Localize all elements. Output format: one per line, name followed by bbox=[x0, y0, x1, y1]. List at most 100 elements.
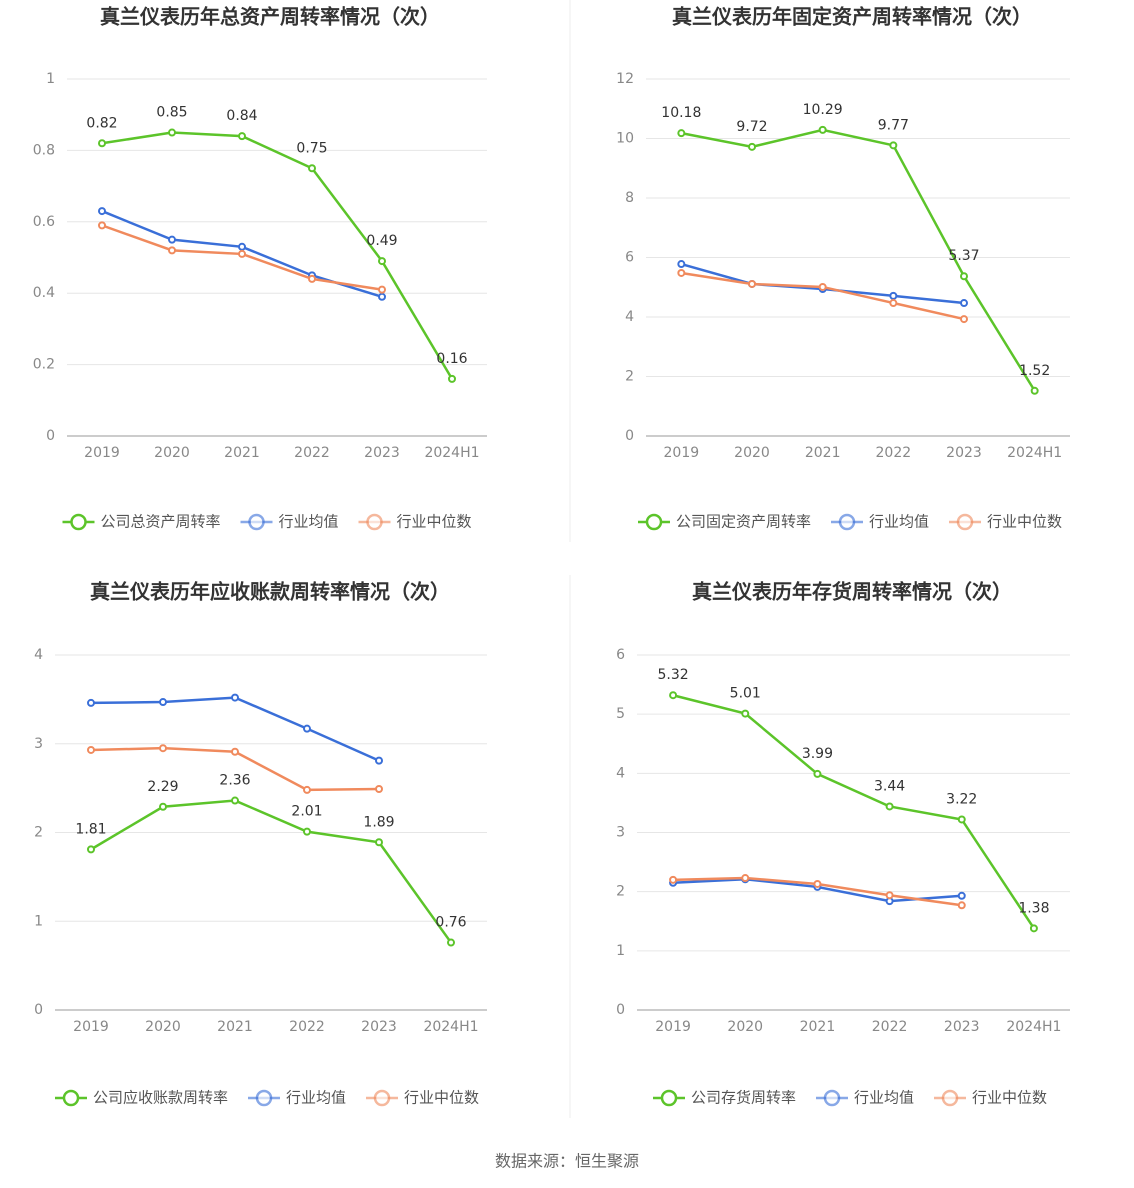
point bbox=[957, 891, 966, 900]
data-label: 9.77 bbox=[878, 117, 909, 133]
data-label: 0.76 bbox=[435, 915, 466, 931]
x-tick-label: 2022 bbox=[876, 445, 912, 461]
point bbox=[87, 698, 95, 707]
point bbox=[168, 246, 176, 255]
point bbox=[748, 142, 756, 151]
point bbox=[818, 125, 827, 134]
point bbox=[447, 938, 455, 947]
point bbox=[669, 691, 678, 700]
data-label: 10.29 bbox=[803, 102, 843, 118]
point bbox=[378, 257, 386, 266]
legend-marker bbox=[941, 1089, 959, 1107]
point bbox=[231, 747, 239, 756]
legend-marker bbox=[62, 1089, 80, 1107]
point bbox=[308, 164, 316, 173]
y-tick-label: 10 bbox=[616, 131, 634, 147]
y-tick-label: 6 bbox=[616, 647, 625, 663]
x-tick-label: 2024H1 bbox=[1007, 445, 1062, 461]
x-tick-label: 2019 bbox=[73, 1019, 109, 1035]
y-tick-label: 1 bbox=[616, 943, 625, 959]
x-tick-label: 2019 bbox=[655, 1019, 691, 1035]
data-label: 2.01 bbox=[291, 804, 322, 820]
chart-title: 真兰仪表历年应收账款周转率情况（次） bbox=[90, 580, 450, 604]
point bbox=[308, 274, 316, 283]
x-tick-label: 2020 bbox=[154, 445, 190, 461]
point bbox=[231, 693, 239, 702]
point bbox=[885, 891, 894, 900]
point bbox=[87, 845, 95, 854]
x-tick-label: 2021 bbox=[805, 445, 841, 461]
point bbox=[159, 802, 167, 811]
chart-title: 真兰仪表历年存货周转率情况（次） bbox=[692, 580, 1012, 604]
legend-label: 行业中位数 bbox=[404, 1089, 479, 1107]
legend: 公司存货周转率 行业均值 行业中位数 bbox=[653, 1089, 1047, 1107]
point bbox=[889, 141, 898, 150]
legend-label: 行业均值 bbox=[854, 1089, 914, 1107]
x-tick-label: 2020 bbox=[145, 1019, 181, 1035]
y-tick-label: 1 bbox=[34, 913, 43, 929]
chart-title: 真兰仪表历年固定资产周转率情况（次） bbox=[672, 5, 1032, 29]
data-label: 1.89 bbox=[363, 814, 394, 830]
point bbox=[159, 744, 167, 753]
x-tick-label: 2023 bbox=[364, 445, 400, 461]
x-tick-label: 2021 bbox=[224, 445, 260, 461]
data-label: 0.84 bbox=[226, 108, 257, 124]
source: 数据来源：恒生聚源 bbox=[495, 1152, 639, 1171]
legend-label: 公司应收账款周转率 bbox=[93, 1089, 228, 1107]
point bbox=[677, 129, 686, 138]
x-tick-label: 2021 bbox=[217, 1019, 253, 1035]
point bbox=[818, 282, 827, 291]
legend-label: 行业中位数 bbox=[972, 1089, 1047, 1107]
data-label: 5.32 bbox=[657, 667, 688, 683]
point bbox=[885, 802, 894, 811]
legend-marker bbox=[255, 1089, 273, 1107]
point bbox=[813, 769, 822, 778]
legend-label: 行业均值 bbox=[286, 1089, 346, 1107]
point bbox=[159, 698, 167, 707]
legend-marker bbox=[823, 1089, 841, 1107]
y-tick-label: 4 bbox=[625, 309, 634, 325]
point bbox=[741, 709, 750, 718]
x-tick-label: 2021 bbox=[800, 1019, 836, 1035]
y-tick-label: 2 bbox=[625, 369, 634, 385]
series-line bbox=[101, 131, 454, 380]
point bbox=[378, 285, 386, 294]
point bbox=[98, 207, 106, 216]
data-label: 3.44 bbox=[874, 778, 905, 794]
data-label: 2.29 bbox=[147, 779, 178, 795]
legend-label: 行业均值 bbox=[279, 513, 339, 531]
legend-label: 行业均值 bbox=[869, 513, 929, 531]
point bbox=[448, 374, 456, 383]
y-tick-label: 6 bbox=[625, 250, 634, 266]
data-label: 1.81 bbox=[75, 821, 106, 837]
series-line bbox=[672, 694, 1035, 930]
point bbox=[98, 221, 106, 230]
x-tick-label: 2019 bbox=[664, 445, 700, 461]
x-tick-label: 2022 bbox=[289, 1019, 325, 1035]
x-tick-label: 2020 bbox=[727, 1019, 763, 1035]
y-tick-label: 0.6 bbox=[33, 214, 55, 230]
legend-marker bbox=[838, 513, 856, 531]
point bbox=[303, 785, 311, 794]
point bbox=[669, 875, 678, 884]
point bbox=[375, 756, 383, 765]
legend-marker bbox=[645, 513, 663, 531]
legend-label: 公司固定资产周转率 bbox=[676, 513, 811, 531]
point bbox=[677, 268, 686, 277]
x-tick-label: 2020 bbox=[734, 445, 770, 461]
point bbox=[813, 879, 822, 888]
y-tick-label: 5 bbox=[616, 706, 625, 722]
y-tick-label: 8 bbox=[625, 190, 634, 206]
point bbox=[231, 796, 239, 805]
series-line bbox=[90, 799, 453, 944]
point bbox=[238, 132, 246, 141]
legend-marker bbox=[660, 1089, 678, 1107]
point bbox=[87, 745, 95, 754]
y-tick-label: 12 bbox=[616, 71, 634, 87]
series-line bbox=[681, 128, 1036, 392]
point bbox=[303, 724, 311, 733]
point bbox=[889, 299, 898, 308]
point bbox=[375, 838, 383, 847]
y-tick-label: 3 bbox=[34, 736, 43, 752]
point bbox=[1030, 386, 1039, 395]
